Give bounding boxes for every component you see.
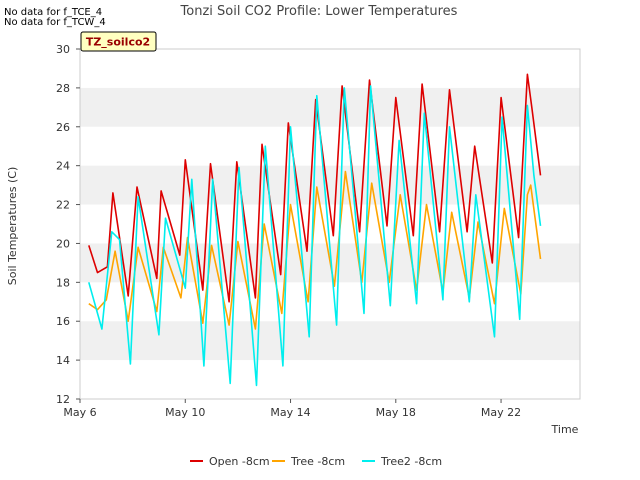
- x-tick-label: May 18: [376, 406, 416, 419]
- chart-title: Tonzi Soil CO2 Profile: Lower Temperatur…: [180, 4, 458, 19]
- grid-band: [80, 321, 580, 361]
- x-tick-label: May 14: [270, 406, 310, 419]
- series-lines: [88, 73, 542, 387]
- grid-band: [80, 87, 580, 127]
- legend-label-tree-8cm: Tree -8cm: [290, 455, 345, 468]
- badge-box: [80, 31, 157, 52]
- x-axis: May 6 May 10 May 14 May 18 May 22: [63, 399, 521, 419]
- y-tick-label: 30: [56, 43, 70, 56]
- y-tick-label: 20: [56, 237, 70, 250]
- x-tick-label: May 22: [481, 406, 521, 419]
- no-data-note-2: No data for f_TCW_4: [4, 17, 106, 28]
- series-line-open-8cm: [88, 73, 542, 303]
- y-tick-label: 18: [56, 276, 70, 289]
- legend: Open -8cm Tree -8cm Tree2 -8cm: [190, 455, 442, 468]
- grid-band: [80, 165, 580, 205]
- y-tick-label: 14: [56, 354, 70, 367]
- y-tick-label: 26: [56, 121, 70, 134]
- x-tick-label: May 10: [165, 406, 205, 419]
- x-tick-label: May 6: [63, 406, 96, 419]
- legend-label-open-8cm: Open -8cm: [209, 455, 270, 468]
- y-axis-label: Soil Temperatures (C): [6, 167, 19, 286]
- legend-label-tree2-8cm: Tree2 -8cm: [380, 455, 442, 468]
- no-data-note-1: No data for f_TCE_4: [4, 7, 103, 18]
- plot-area: [79, 48, 581, 400]
- y-tick-label: 28: [56, 82, 70, 95]
- y-axis: 12 14 16 18 20 22 24 26 28 30: [56, 43, 80, 406]
- y-tick-label: 16: [56, 315, 70, 328]
- badge: TZ_soilco2: [80, 31, 157, 52]
- x-axis-label: Time: [551, 423, 579, 436]
- series-line-tree2-8cm: [88, 85, 542, 387]
- badge-label: TZ_soilco2: [86, 36, 150, 49]
- y-tick-label: 12: [56, 393, 70, 406]
- y-tick-label: 24: [56, 160, 70, 173]
- y-tick-label: 22: [56, 199, 70, 212]
